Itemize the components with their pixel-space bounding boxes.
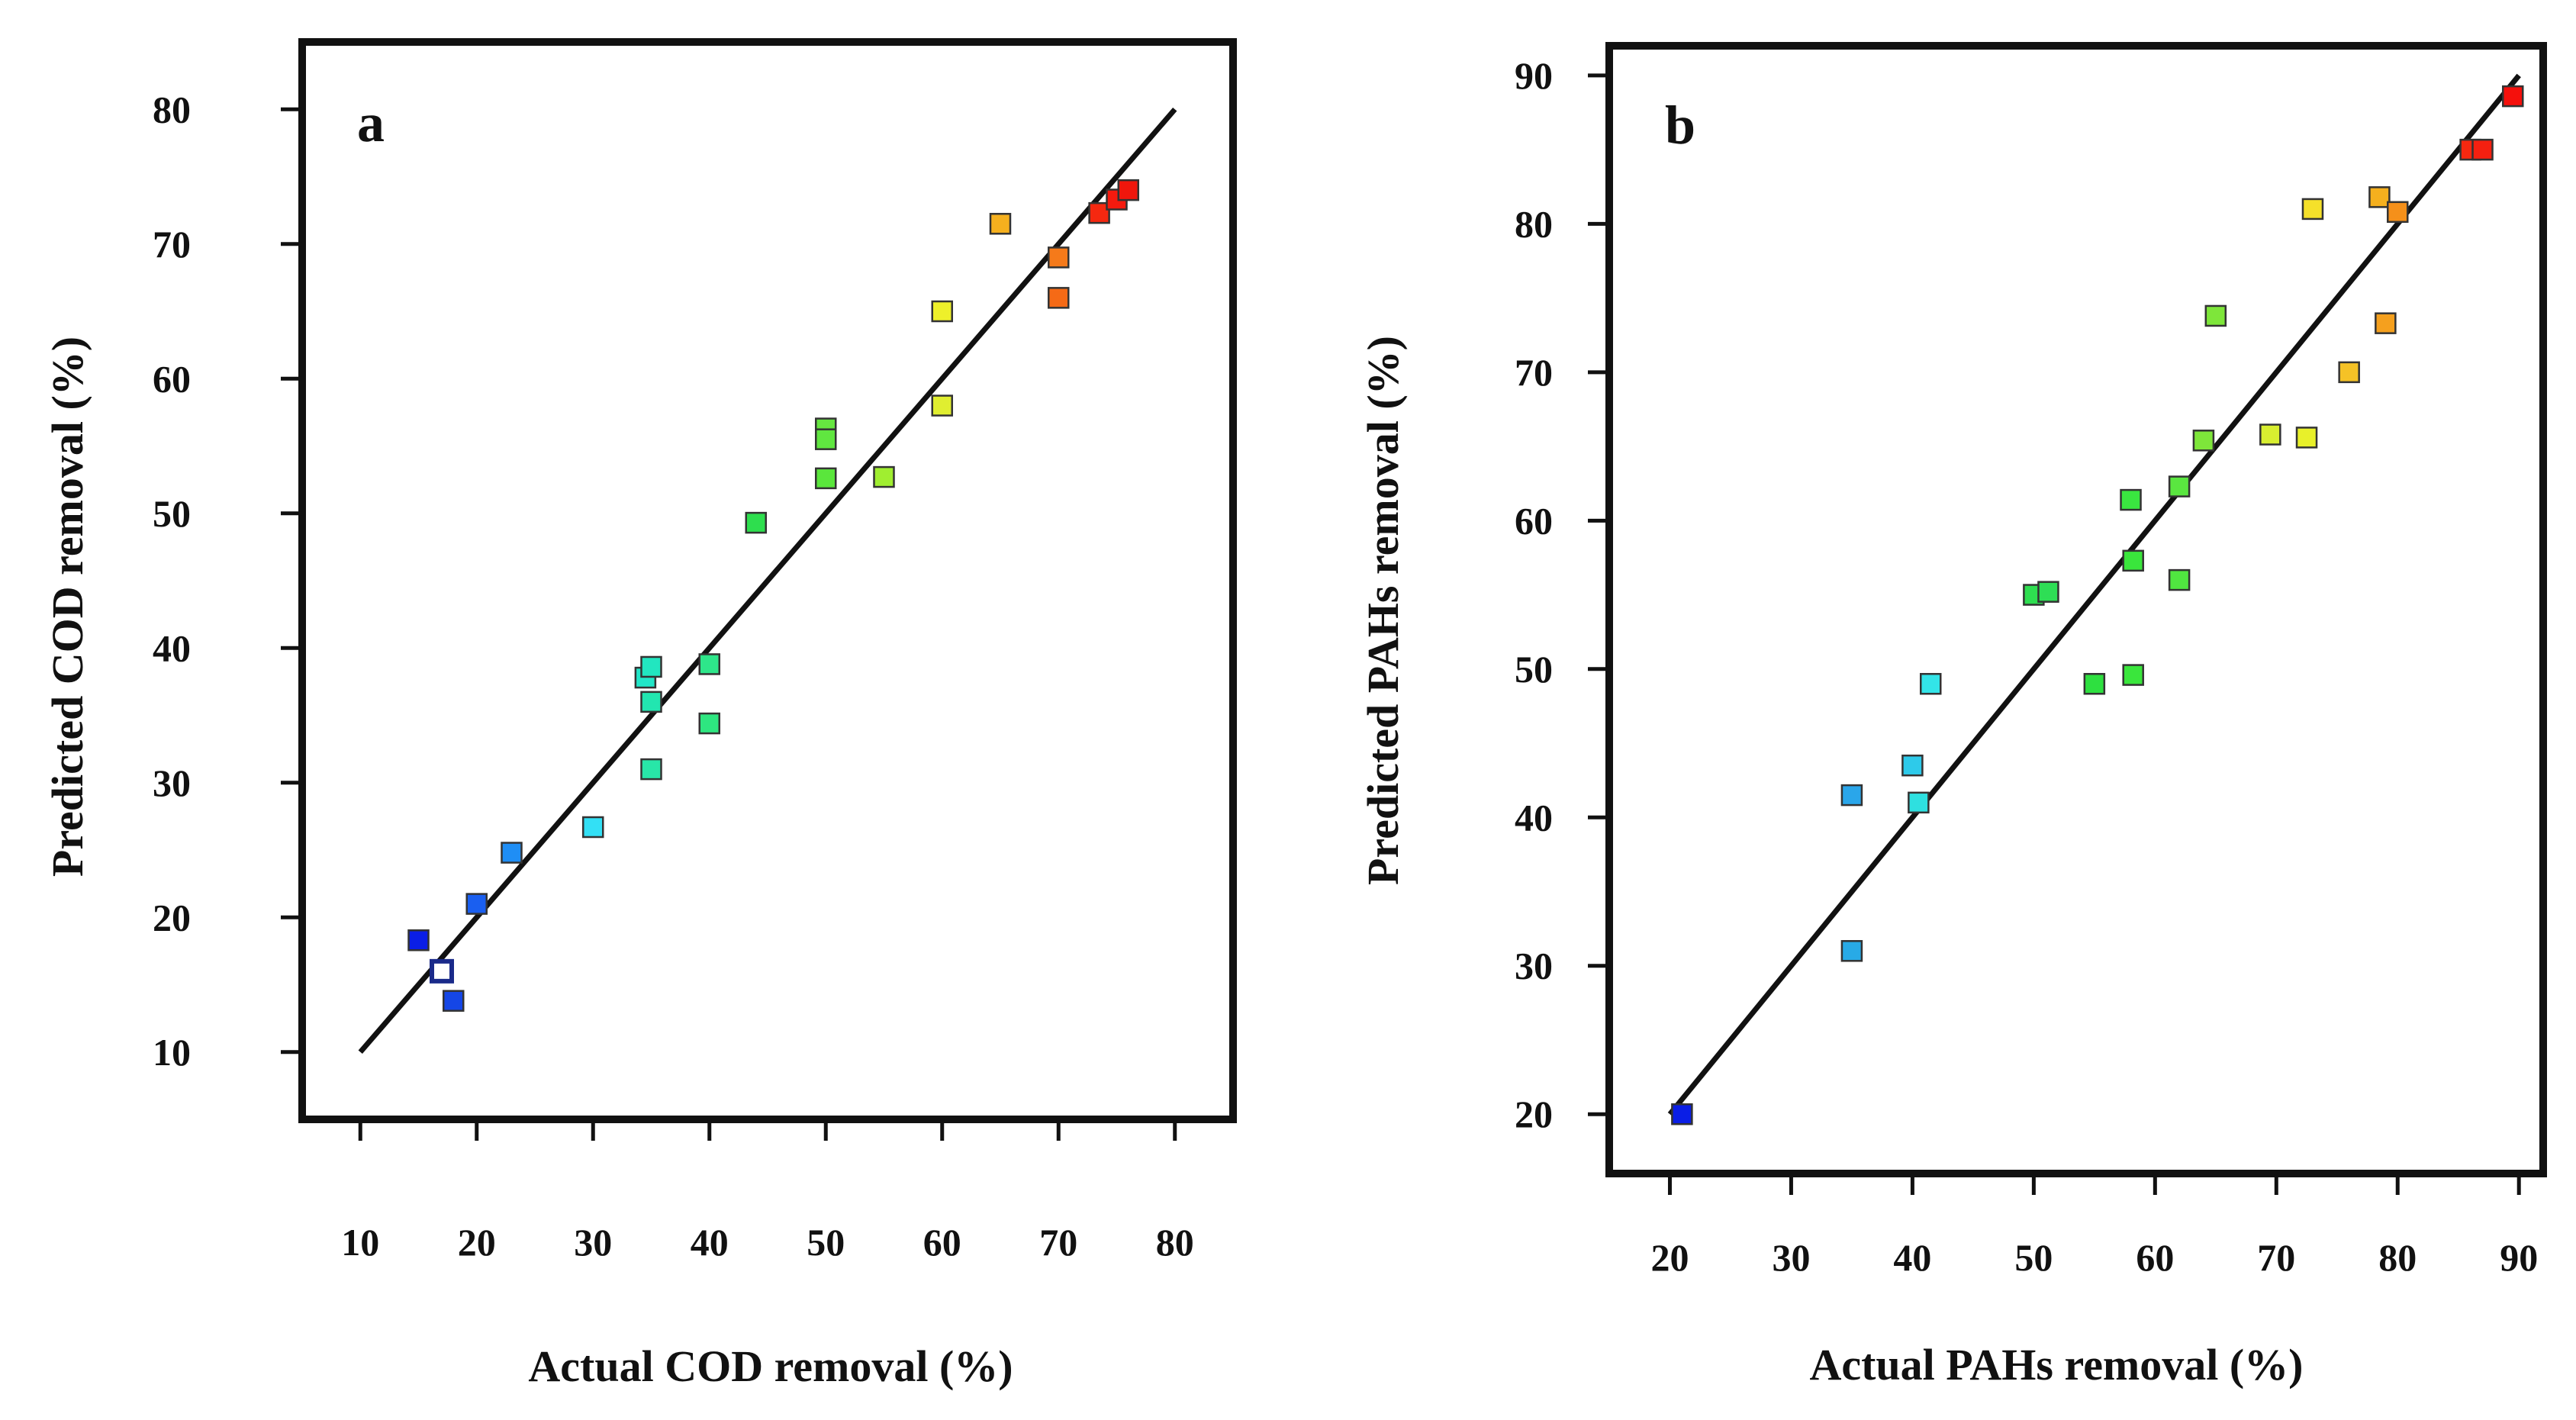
chart-b-point-4 — [1908, 791, 1930, 814]
chart-a-y-tick-label-70: 70 — [153, 223, 191, 266]
chart-a-x-tick-label-70: 70 — [1039, 1221, 1077, 1264]
chart-b-point-9 — [2120, 488, 2142, 511]
chart-b-y-tick-label-90: 90 — [1515, 54, 1553, 97]
chart-b-x-tick-label-50: 50 — [2014, 1236, 2053, 1279]
chart-b-point-18 — [2301, 198, 2324, 221]
chart-b-point-17 — [2295, 427, 2318, 449]
chart-a-point-12 — [745, 511, 767, 534]
chart-a-y-tick-label-30: 30 — [153, 762, 191, 804]
chart-b-point-14 — [2192, 430, 2215, 452]
chart-a-point-19 — [989, 213, 1012, 235]
chart-b-x-tick-label-90: 90 — [2500, 1236, 2538, 1279]
chart-b-y-tick-label-50: 50 — [1515, 648, 1553, 691]
chart-a-point-11 — [698, 712, 720, 735]
chart-a-point-20 — [1048, 246, 1070, 269]
chart-a-x-tick-label-60: 60 — [923, 1221, 961, 1264]
chart-b-y-axis-title: Predicted PAHs removal (%) — [1358, 336, 1408, 885]
chart-a-point-14 — [815, 428, 837, 450]
chart-a-point-24 — [1117, 179, 1139, 201]
chart-b-point-3 — [1901, 754, 1924, 777]
chart-b: 20 30 40 50 60 70 80 90 20 30 40 50 60 70 80 90 b Actua… — [1358, 42, 2547, 1389]
chart-a-y-tick-label-20: 20 — [153, 896, 191, 939]
chart-b-y-tick-label-70: 70 — [1515, 351, 1553, 394]
chart-a-y-tick-label-50: 50 — [153, 492, 191, 535]
chart-a-point-10 — [698, 653, 720, 675]
chart-b-point-16 — [2259, 423, 2281, 446]
chart-b-point-1 — [1840, 940, 1863, 962]
chart-b-point-22 — [2386, 201, 2409, 224]
chart-a-point-15 — [815, 467, 837, 490]
chart-b-panel-label: b — [1665, 95, 1695, 156]
chart-b-y-tick-label-40: 40 — [1515, 796, 1553, 839]
chart-b-point-10 — [2122, 549, 2144, 572]
chart-a-fit-line — [358, 107, 1177, 1055]
chart-b-x-axis-title: Actual PAHs removal (%) — [1809, 1340, 2303, 1389]
chart-b-x-tick-label-70: 70 — [2257, 1236, 2295, 1279]
chart-a-y-tick-label-40: 40 — [153, 626, 191, 669]
chart-a-panel-label: a — [357, 92, 385, 153]
chart-b-x-tick-label-30: 30 — [1772, 1236, 1810, 1279]
chart-a-point-4 — [501, 842, 523, 864]
chart-b-point-24 — [2471, 138, 2494, 161]
chart-b-y-tick-label-60: 60 — [1515, 499, 1553, 542]
chart-a-point-9 — [640, 758, 662, 781]
chart-a-point-5 — [582, 816, 604, 839]
chart-a-y-tick-label-10: 10 — [153, 1031, 191, 1074]
chart-a-x-tick-label-40: 40 — [691, 1221, 729, 1264]
chart-a-x-tick-label-80: 80 — [1156, 1221, 1194, 1264]
chart-b-point-5 — [1919, 672, 1942, 695]
chart-a-points — [407, 179, 1139, 1012]
chart-b-x-tick-label-40: 40 — [1893, 1236, 1931, 1279]
chart-a-point-18 — [931, 394, 953, 417]
chart-b-point-8 — [2083, 672, 2106, 695]
chart-a-x-tick-label-30: 30 — [574, 1221, 612, 1264]
chart-b-points — [1671, 85, 2524, 1125]
chart-a-point-1 — [430, 958, 454, 984]
chart-a-y-tick-label-60: 60 — [153, 357, 191, 400]
chart-b-point-12 — [2168, 475, 2191, 497]
chart-a-point-3 — [465, 893, 488, 915]
chart-a-x-axis-title: Actual COD removal (%) — [528, 1341, 1013, 1391]
chart-b-point-7 — [2037, 581, 2059, 603]
chart-b-point-11 — [2122, 664, 2144, 686]
chart-b-point-21 — [2375, 312, 2397, 334]
chart-b-point-20 — [2368, 186, 2391, 208]
chart-b-point-0 — [1671, 1103, 1693, 1125]
chart-b-point-13 — [2168, 568, 2191, 591]
chart-b-point-25 — [2502, 85, 2524, 108]
chart-a-point-0 — [407, 929, 430, 951]
chart-a-point-2 — [443, 990, 465, 1012]
chart-a-point-8 — [640, 691, 662, 713]
chart-b-y-tick-label-30: 30 — [1515, 945, 1553, 987]
chart-a: 10 20 30 40 50 60 70 80 10 20 30 40 50 60 70 80 a Actua… — [43, 38, 1237, 1391]
chart-a-point-21 — [1048, 287, 1070, 309]
chart-a-point-7 — [640, 655, 662, 678]
chart-a-y-tick-label-80: 80 — [153, 88, 191, 130]
chart-b-y-tick-label-20: 20 — [1515, 1093, 1553, 1135]
chart-b-point-15 — [2204, 304, 2227, 327]
chart-b-point-2 — [1840, 784, 1863, 807]
chart-b-x-tick-label-60: 60 — [2136, 1236, 2174, 1279]
chart-b-point-19 — [2338, 361, 2360, 384]
chart-a-ticks: 10 20 30 40 50 60 70 80 10 20 30 40 50 60 70 80 — [153, 88, 1194, 1264]
chart-a-x-tick-label-50: 50 — [807, 1221, 845, 1264]
chart-b-y-tick-label-80: 80 — [1515, 202, 1553, 245]
chart-b-x-tick-label-80: 80 — [2378, 1236, 2417, 1279]
chart-a-y-axis-title: Predicted COD removal (%) — [43, 336, 92, 877]
chart-b-x-tick-label-20: 20 — [1650, 1236, 1689, 1279]
chart-a-point-17 — [931, 300, 953, 323]
chart-b-fit-line — [1667, 73, 2521, 1116]
chart-a-x-tick-label-10: 10 — [341, 1221, 379, 1264]
chart-a-x-tick-label-20: 20 — [458, 1221, 496, 1264]
chart-b-ticks: 20 30 40 50 60 70 80 90 20 30 40 50 60 70 80 90 — [1515, 54, 2538, 1279]
chart-a-point-16 — [873, 465, 895, 488]
